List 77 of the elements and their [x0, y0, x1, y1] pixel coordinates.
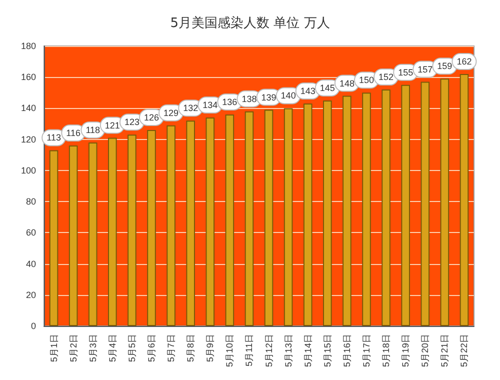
- data-label: 148: [339, 78, 354, 88]
- y-tick-label: 180: [20, 41, 36, 51]
- bar: [303, 104, 312, 326]
- data-label: 138: [242, 94, 257, 104]
- x-tick-label: 5月8日: [186, 334, 196, 362]
- bar: [206, 118, 215, 326]
- bar: [186, 120, 195, 326]
- data-label: 159: [437, 61, 452, 72]
- bar: [225, 114, 234, 326]
- bar: [108, 138, 117, 326]
- x-tick-label: 5月11日: [244, 334, 254, 366]
- data-label: 126: [144, 112, 160, 122]
- x-tick-label: 5月2日: [68, 334, 78, 362]
- data-label: 113: [46, 132, 61, 143]
- data-label: 129: [164, 108, 179, 118]
- bar: [264, 110, 274, 326]
- y-tick-label: 100: [20, 165, 36, 176]
- data-label: 132: [183, 103, 198, 114]
- y-tick-label: 0: [30, 321, 36, 331]
- y-tick-label: 140: [20, 103, 36, 114]
- data-label: 152: [378, 72, 394, 82]
- bar: [49, 150, 58, 326]
- x-tick-label: 5月17日: [362, 334, 372, 368]
- x-tick-label: 5月14日: [302, 334, 313, 368]
- x-tick-label: 5月20日: [420, 334, 430, 368]
- x-tick-label: 5月18日: [381, 334, 392, 368]
- x-tick-label: 5月15日: [322, 334, 332, 368]
- bar: [420, 82, 430, 326]
- bar: [323, 100, 332, 326]
- y-tick-label: 60: [26, 228, 36, 238]
- bar: [244, 111, 254, 326]
- bar: [284, 108, 293, 326]
- x-tick-label: 5月9日: [205, 334, 216, 362]
- bar: [147, 130, 156, 326]
- data-label: 140: [280, 90, 296, 101]
- data-label: 118: [86, 124, 100, 135]
- x-tick-label: 5月7日: [166, 334, 176, 362]
- data-label: 143: [300, 86, 316, 96]
- y-tick-label: 20: [26, 290, 36, 300]
- bar: [88, 142, 98, 326]
- y-tick-label: 80: [26, 196, 36, 207]
- x-tick-label: 5月19日: [400, 334, 411, 368]
- y-tick-label: 160: [20, 72, 36, 82]
- data-label: 123: [124, 117, 140, 128]
- x-tick-label: 5月5日: [126, 334, 137, 362]
- bar: [401, 84, 410, 326]
- bar: [128, 134, 136, 326]
- data-label: 157: [418, 64, 433, 74]
- bar: [166, 125, 176, 326]
- x-tick-label: 5月6日: [146, 334, 156, 362]
- data-label: 150: [358, 75, 374, 86]
- bar: [460, 74, 469, 326]
- bar: [362, 92, 371, 326]
- y-tick-label: 40: [26, 258, 36, 269]
- x-tick-label: 5月1日: [48, 334, 59, 362]
- x-tick-label: 5月4日: [107, 334, 118, 362]
- x-tick-label: 5月16日: [342, 334, 352, 368]
- x-tick-label: 5月12日: [264, 334, 274, 368]
- data-label: 162: [456, 56, 472, 66]
- y-tick-label: 120: [20, 134, 36, 144]
- data-label: 145: [320, 82, 335, 93]
- x-tick-label: 5月22日: [459, 334, 470, 368]
- bar: [342, 96, 352, 326]
- data-label: 155: [398, 67, 414, 78]
- bar: [440, 78, 450, 326]
- data-label: 136: [222, 96, 238, 107]
- data-label: 139: [261, 92, 276, 102]
- x-tick-label: 5月21日: [440, 334, 450, 368]
- x-tick-label: 5月13日: [283, 334, 294, 368]
- chart-title: 5月美国感染人数 单位 万人: [170, 15, 330, 31]
- data-label: 134: [202, 100, 218, 110]
- x-tick-label: 5月3日: [88, 334, 98, 362]
- x-tick-label: 5月10日: [224, 334, 235, 368]
- data-label: 116: [66, 128, 80, 138]
- bar: [68, 146, 78, 326]
- data-label: 121: [104, 120, 120, 130]
- bar: [382, 90, 390, 326]
